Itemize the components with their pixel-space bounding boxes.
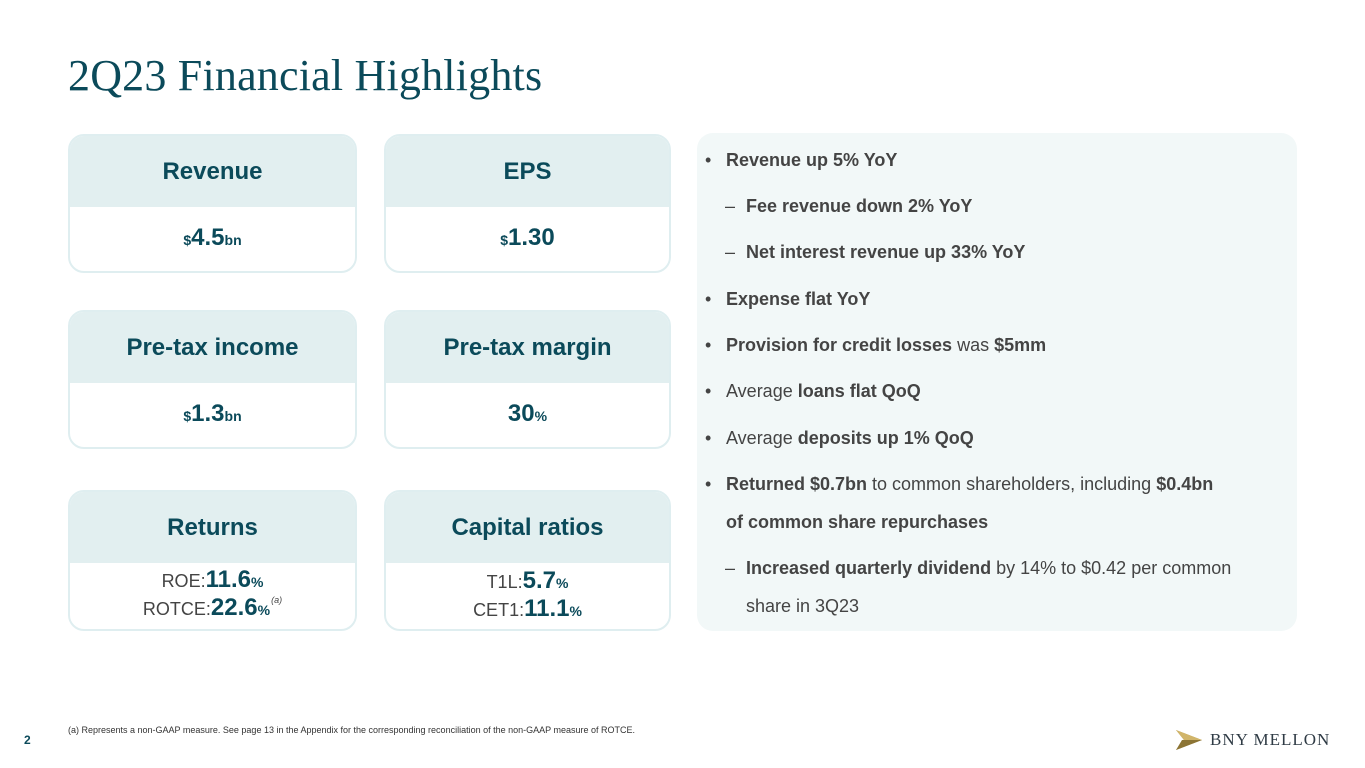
logo-text: BNY MELLON [1210, 730, 1331, 749]
pretax-income-card-title: Pre-tax income [70, 312, 355, 383]
bullet-bold-text: loans flat QoQ [797, 381, 921, 401]
cet1-label: CET1: [473, 599, 525, 620]
pretax-margin-card-title: Pre-tax margin [386, 312, 669, 383]
bullet-marker: • [705, 289, 712, 309]
page-title: 2Q23 Financial Highlights [68, 51, 543, 100]
rotce-row: ROTCE: 22.6% (a) [142, 593, 282, 625]
capital-ratios-card-title: Capital ratios [386, 492, 669, 563]
subbullet-dividend-line2: share in 3Q23 [746, 587, 859, 625]
cet1-row: CET1: 11.1% [473, 594, 582, 624]
bullet-text: to common shareholders, including [867, 474, 1157, 494]
revenue-card: Revenue $4.5 bn [68, 134, 357, 273]
subbullet-marker: – [725, 558, 736, 578]
bullet-bold-text: Provision for credit losses [726, 335, 953, 355]
bullet-text: Expense flat YoY [726, 289, 871, 309]
bullet-bold-text: of common share repurchases [726, 512, 989, 532]
bullet-bold-text: deposits up 1% QoQ [797, 428, 974, 448]
eps-prefix: $ [500, 231, 509, 248]
bullet-marker: • [705, 381, 712, 401]
rotce-suffix: % [257, 601, 271, 618]
bullet-marker: • [705, 428, 712, 448]
bullet-text: Revenue up 5% YoY [726, 150, 898, 170]
bullet-marker: • [705, 474, 712, 494]
subbullet-fee-revenue: – Fee revenue down 2% YoY [725, 187, 972, 225]
subbullet-bold-text: Increased quarterly dividend [746, 558, 992, 578]
t1l-suffix: % [555, 574, 569, 591]
bullet-marker: • [705, 335, 712, 355]
bullet-bold-text: $5mm [994, 335, 1047, 355]
revenue-prefix: $ [183, 231, 192, 248]
bullet-text: Average [726, 428, 798, 448]
pretax-income-value: 1.3 [191, 399, 225, 427]
subbullet-text: Net interest revenue up 33% YoY [746, 242, 1026, 262]
pretax-income-prefix: $ [183, 407, 192, 424]
subbullet-dividend: – Increased quarterly dividend by 14% to … [725, 549, 1231, 587]
t1l-label: T1L: [486, 571, 523, 592]
bullet-returned-capital-line2: of common share repurchases [726, 503, 988, 541]
eps-value: 1.30 [508, 223, 555, 251]
t1l-value: 5.7 [522, 566, 556, 594]
rotce-label: ROTCE: [142, 598, 211, 619]
eps-card: EPS $1.30 [384, 134, 671, 273]
pretax-margin-card: Pre-tax margin 30% [384, 310, 671, 449]
subbullet-text: Fee revenue down 2% YoY [746, 196, 973, 216]
bny-mellon-mark-icon [1176, 730, 1202, 750]
bullet-marker: • [705, 150, 712, 170]
pretax-margin-suffix: % [534, 407, 548, 424]
pretax-income-card: Pre-tax income $1.3 bn [68, 310, 357, 449]
rotce-value: 22.6 [210, 593, 258, 621]
revenue-suffix: bn [224, 231, 242, 248]
pretax-margin-value: 30 [507, 399, 535, 427]
bullet-loans: • Average loans flat QoQ [705, 372, 921, 410]
revenue-card-title: Revenue [70, 136, 355, 207]
bullet-returned-capital: • Returned $0.7bn to common shareholders,… [705, 465, 1213, 503]
bullet-text: Average [726, 381, 798, 401]
returns-card: Returns ROE: 11.6% ROTCE: 22.6% (a) [68, 490, 357, 631]
t1l-row: T1L: 5.7% [486, 566, 569, 596]
cet1-suffix: % [569, 602, 582, 619]
bullet-expense: • Expense flat YoY [705, 280, 870, 318]
bullet-bold-text: Returned $0.7bn [726, 474, 868, 494]
eps-card-title: EPS [386, 136, 669, 207]
bullet-revenue: • Revenue up 5% YoY [705, 141, 897, 179]
roe-row: ROE: 11.6% [161, 565, 264, 595]
subbullet-text: by 14% to $0.42 per common [991, 558, 1232, 578]
returns-card-title: Returns [70, 492, 355, 563]
highlights-panel: • Revenue up 5% YoY – Fee revenue down 2% … [697, 133, 1297, 631]
bullet-bold-text: $0.4bn [1156, 474, 1214, 494]
bullet-text: was [952, 335, 995, 355]
revenue-value: 4.5 [191, 223, 225, 251]
cet1-value: 11.1 [524, 594, 570, 622]
subbullet-marker: – [725, 242, 736, 262]
subbullet-marker: – [725, 196, 736, 216]
capital-ratios-card: Capital ratios T1L: 5.7% CET1: 11.1% [384, 490, 671, 631]
bny-mellon-logo: BNY MELLON [1176, 730, 1330, 750]
roe-label: ROE: [161, 570, 206, 591]
bullet-deposits: • Average deposits up 1% QoQ [705, 419, 974, 457]
subbullet-text: share in 3Q23 [746, 596, 860, 616]
subbullet-net-interest: – Net interest revenue up 33% YoY [725, 233, 1025, 271]
rotce-footnote-marker: (a) [271, 594, 283, 605]
footnote: (a) Represents a non-GAAP measure. See p… [68, 725, 635, 735]
pretax-income-suffix: bn [224, 407, 242, 424]
page-number: 2 [24, 733, 31, 747]
roe-value: 11.6 [205, 565, 251, 593]
bullet-provision: • Provision for credit losses was $5mm [705, 326, 1046, 364]
roe-suffix: % [250, 573, 264, 590]
